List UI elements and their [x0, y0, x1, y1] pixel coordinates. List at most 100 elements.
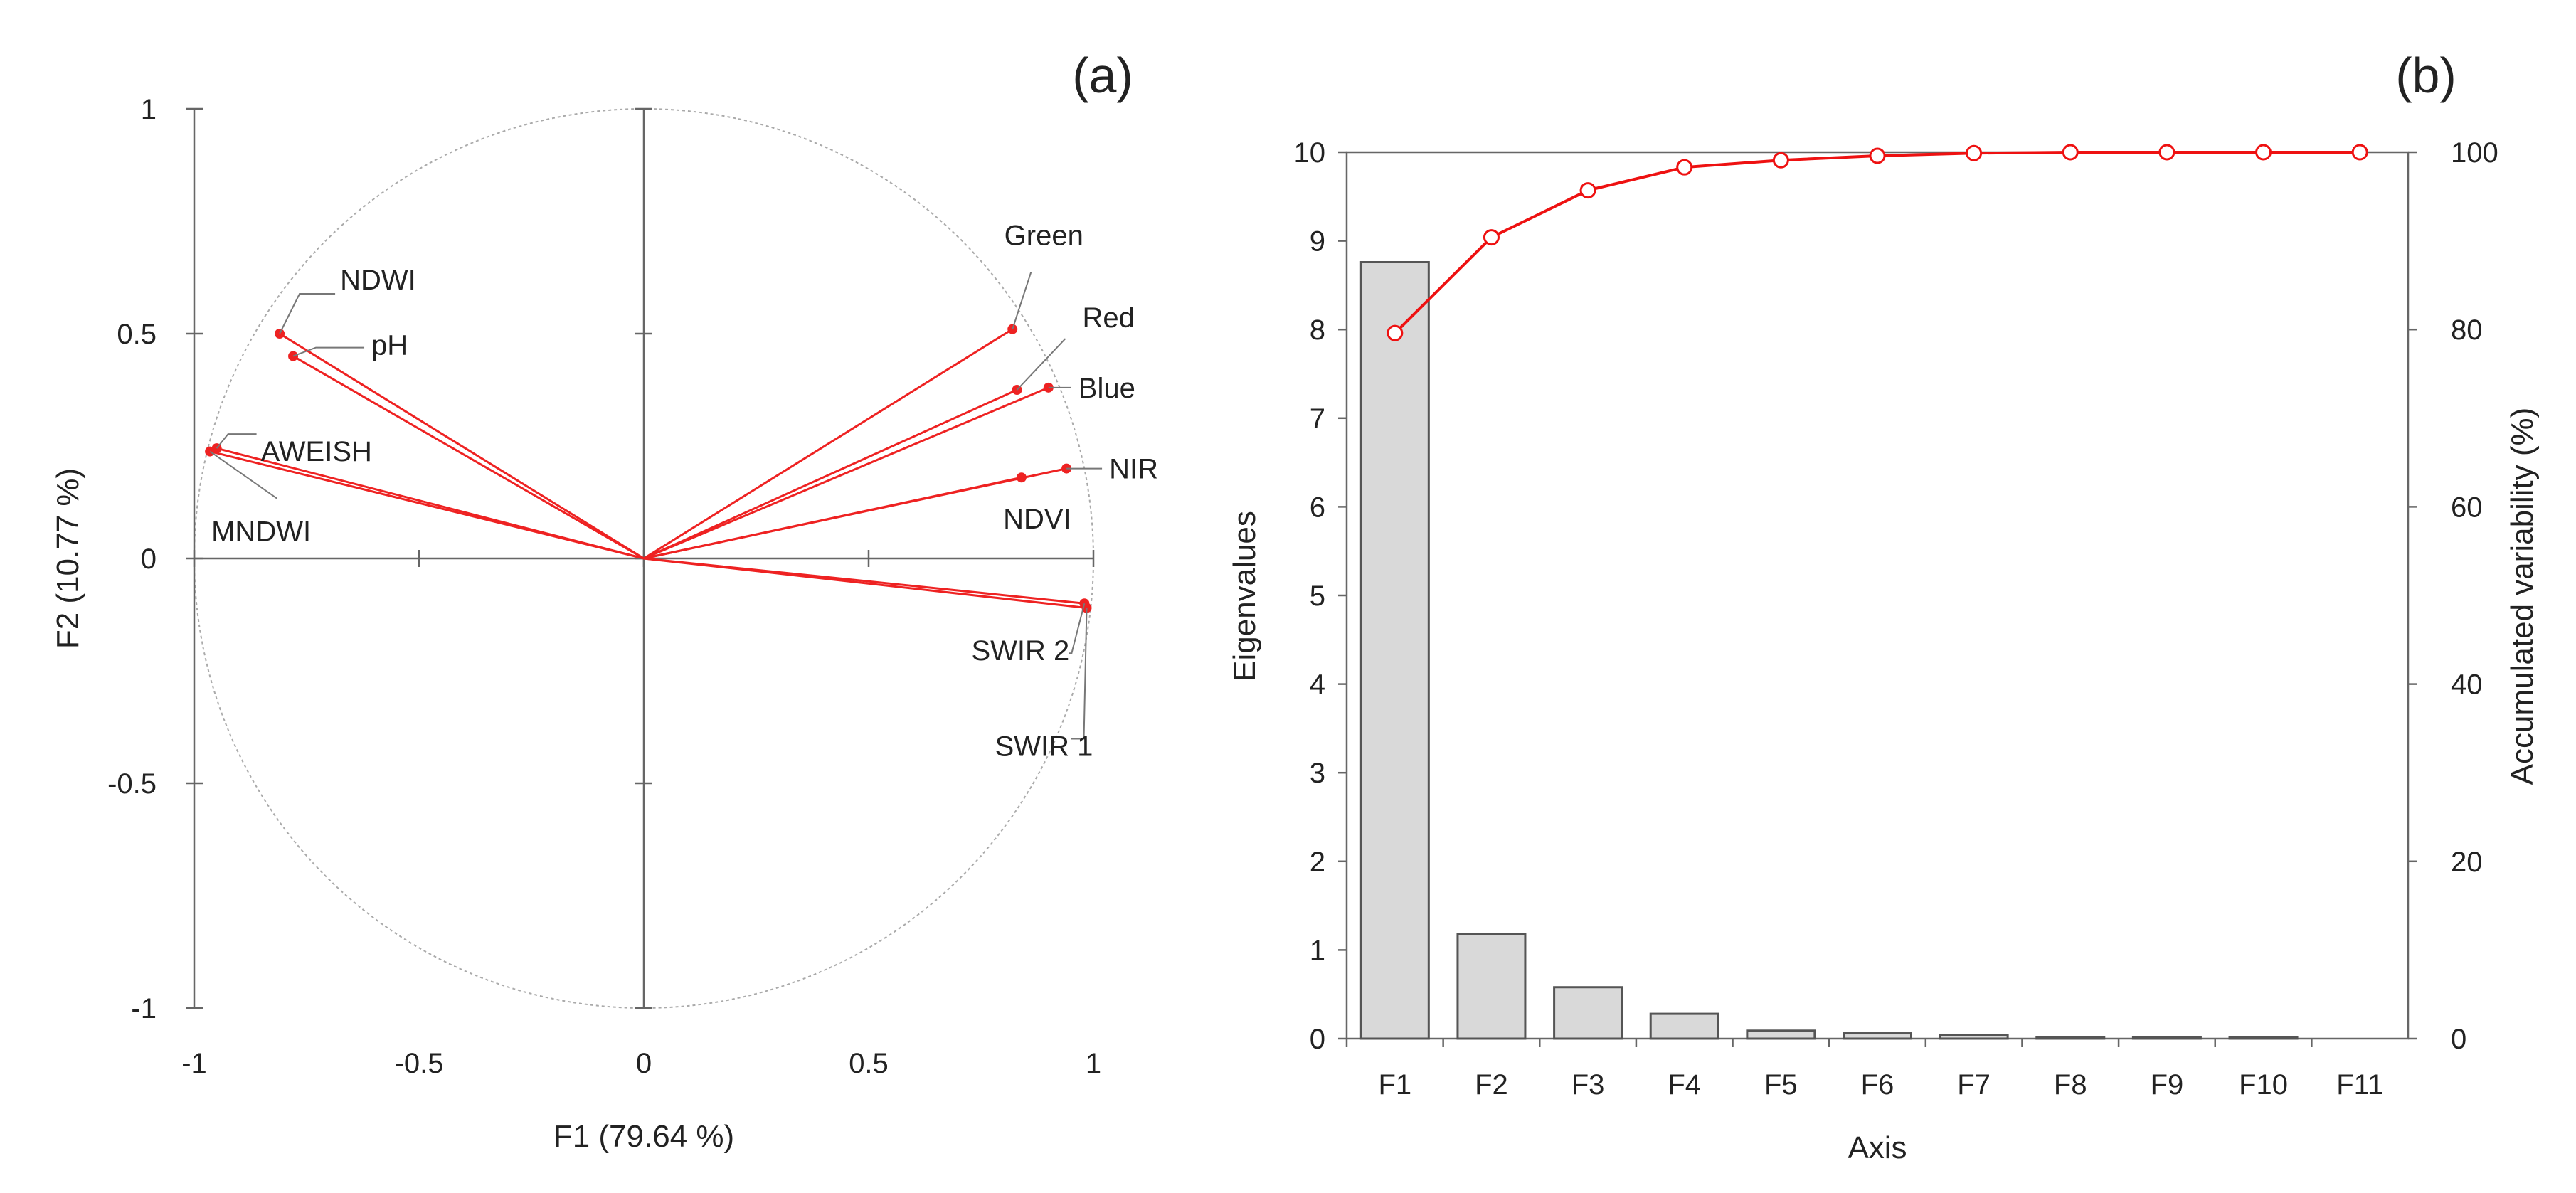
cumulative-point-f11 [2351, 144, 2368, 161]
right-tick-label: 80 [2451, 314, 2483, 346]
vector-ndvi [643, 476, 1022, 560]
left-tick-label: 0 [1310, 1024, 1325, 1055]
leader-green [1012, 272, 1032, 329]
x-tick-label: 0 [636, 1048, 652, 1079]
x-tick-label: F9 [2151, 1069, 2184, 1101]
label-green: Green [1005, 221, 1083, 252]
leader-swir-2 [1069, 603, 1086, 654]
bar-f5 [1746, 1029, 1816, 1040]
bar-f1 [1359, 261, 1430, 1040]
variable-vectors [205, 324, 1092, 613]
bar-f2 [1456, 933, 1527, 1040]
vector-ndwi [279, 332, 645, 560]
left-tick-label: 1 [1310, 935, 1325, 966]
left-tick-label: 6 [1310, 492, 1325, 523]
label-swir-1: SWIR 1 [995, 731, 1093, 763]
x-tick-label: F5 [1764, 1069, 1798, 1101]
y-tick-label: 0.5 [117, 319, 157, 350]
panel-a-label: (a) [1072, 48, 1133, 103]
panel-a-ylabel: F2 (10.77 %) [51, 468, 85, 649]
x-tick-label: F8 [2054, 1069, 2087, 1101]
label-ph: pH [371, 330, 408, 361]
leader-ph [292, 346, 365, 357]
label-aweish: AWEISH [261, 436, 372, 467]
left-tick-label: 9 [1310, 226, 1325, 258]
panel-a-xlabel: F1 (79.64 %) [553, 1119, 734, 1154]
panel-a-correlation-circle: (a) -1 -0.5 0 0.5 1 -1 -0.5 0 0.5 1 NDWI pH AWEISH M… [51, 48, 1158, 1154]
accumulated-variability-line [1387, 144, 2368, 341]
vector-blue [643, 386, 1049, 560]
leader-mndwi [209, 450, 277, 499]
cumulative-point-f7 [1966, 144, 1983, 161]
left-tick-label: 4 [1310, 669, 1325, 701]
left-tick-label: 2 [1310, 847, 1325, 878]
cumulative-point-f3 [1579, 182, 1596, 199]
x-tick-label: F3 [1571, 1069, 1605, 1101]
point-ndvi [1016, 472, 1027, 483]
cumulative-point-f8 [2062, 144, 2079, 161]
panel-a-tick-labels: -1 -0.5 0 0.5 1 -1 -0.5 0 0.5 1 [107, 94, 1101, 1079]
vector-mndwi [209, 450, 645, 560]
bar-f4 [1649, 1012, 1719, 1040]
y-tick-label: -0.5 [107, 768, 157, 800]
label-red: Red [1083, 302, 1135, 334]
panel-b-frame [1338, 151, 2417, 1047]
left-tick-label: 8 [1310, 314, 1325, 346]
x-tick-label: F7 [1957, 1069, 1991, 1101]
left-tick-label: 5 [1310, 580, 1325, 612]
x-tick-label: F1 [1378, 1069, 1411, 1101]
cumulative-point-f9 [2158, 144, 2175, 161]
cumulative-point-f6 [1869, 147, 1886, 164]
leader-ndwi [279, 293, 336, 334]
label-ndvi: NDVI [1003, 504, 1071, 535]
right-tick-label: 40 [2451, 669, 2483, 701]
vector-red [643, 388, 1018, 560]
vector-green [643, 328, 1014, 560]
cumulative-point-f1 [1387, 324, 1404, 341]
left-tick-label: 7 [1310, 403, 1325, 435]
x-tick-label: F10 [2239, 1069, 2288, 1101]
y-tick-label: 1 [141, 94, 157, 125]
eigenvalue-bars [1359, 261, 2299, 1040]
bar-f3 [1553, 986, 1623, 1040]
label-swir-2: SWIR 2 [971, 635, 1069, 667]
bar-f8 [2035, 1036, 2106, 1040]
vector-ph [292, 355, 645, 560]
y-tick-label: -1 [131, 993, 157, 1024]
x-tick-label: -1 [181, 1048, 207, 1079]
panel-b-y2label: Accumulated variability (%) [2505, 408, 2540, 785]
x-tick-label: -0.5 [395, 1048, 444, 1079]
variable-labels: NDWI pH AWEISH MNDWI Green Red Blue NIR NDVI SWIR… [209, 221, 1158, 763]
x-tick-label: F11 [2336, 1069, 2383, 1101]
left-tick-label: 3 [1310, 758, 1325, 789]
x-tick-label: F6 [1861, 1069, 1894, 1101]
cumulative-point-f10 [2255, 144, 2272, 161]
panel-b-xlabel: Axis [1848, 1130, 1907, 1165]
plot-frame [1345, 151, 2410, 1040]
bar-f9 [2131, 1036, 2202, 1040]
bar-f10 [2228, 1036, 2299, 1040]
panel-b-ylabel: Eigenvalues [1227, 511, 1262, 682]
bar-f6 [1843, 1032, 1912, 1040]
cumulative-point-f5 [1772, 152, 1789, 169]
x-tick-label: 0.5 [849, 1048, 889, 1079]
bar-f7 [1939, 1034, 2009, 1040]
cumulative-point-f4 [1676, 159, 1693, 176]
y-tick-label: 0 [141, 544, 157, 575]
right-tick-label: 0 [2451, 1024, 2466, 1055]
leader-red [1016, 338, 1066, 391]
cumulative-line [1394, 151, 2360, 334]
cumulative-point-f2 [1483, 229, 1500, 246]
x-tick-label: 1 [1086, 1048, 1101, 1079]
leader-swir-1 [1071, 608, 1088, 740]
right-tick-label: 60 [2451, 492, 2483, 523]
label-ndwi: NDWI [340, 265, 416, 296]
panel-b-label: (b) [2395, 48, 2456, 103]
right-tick-label: 20 [2451, 847, 2483, 878]
label-nir: NIR [1109, 454, 1158, 485]
left-tick-label: 10 [1294, 137, 1326, 169]
